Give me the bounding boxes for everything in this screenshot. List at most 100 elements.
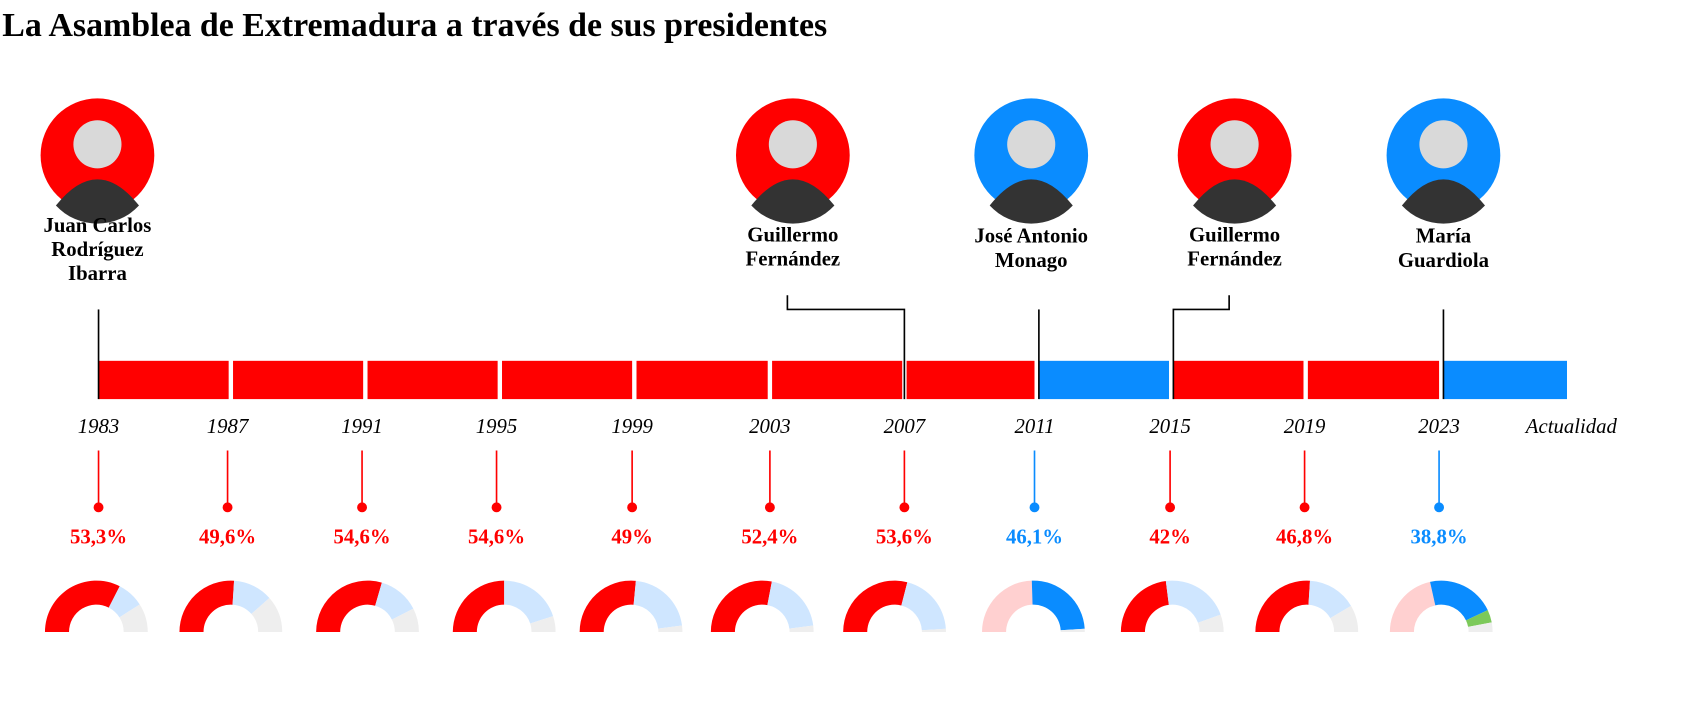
result-label: 54,6% [468, 525, 525, 548]
result-dot [93, 502, 104, 513]
term-bar [906, 360, 1035, 400]
seat-arc [452, 580, 505, 632]
result-label: 38,8% [1411, 525, 1468, 548]
seat-arc [1255, 580, 1310, 632]
result-label: 52,4% [741, 525, 798, 548]
seat-arc [232, 580, 270, 614]
seat-arc [391, 608, 419, 632]
seat-arc [710, 580, 772, 632]
portrait-head [1007, 120, 1056, 169]
seat-arc [767, 581, 814, 629]
portrait-body [1401, 179, 1485, 224]
term-bar [1173, 360, 1304, 400]
year-label: 2019 [1284, 415, 1326, 438]
result-dot [1165, 502, 1176, 513]
president-name: Juan Carlos [44, 214, 152, 237]
seat-arc [1197, 614, 1224, 632]
seat-arc [251, 598, 283, 632]
portrait-body [55, 179, 139, 224]
seat-arc [789, 625, 814, 632]
seat-arc [579, 580, 636, 632]
title: La Asamblea de Extremadura a través de s… [2, 7, 827, 44]
year-label: 1999 [611, 415, 653, 438]
president-name: Monago [995, 249, 1068, 272]
seat-arc [1165, 580, 1221, 623]
term-bar [233, 360, 364, 400]
seat-arc [44, 580, 120, 632]
seat-arc [530, 616, 556, 632]
result-label: 49% [611, 525, 653, 548]
term-bar [636, 360, 768, 400]
seat-arc [375, 582, 414, 620]
year-label: 2015 [1149, 415, 1191, 438]
portrait-head [768, 120, 817, 169]
year-label: 2003 [749, 415, 791, 438]
president-name: Fernández [746, 248, 841, 271]
term-bar [1307, 360, 1440, 400]
result-dot [491, 502, 502, 513]
result-label: 49,6% [199, 525, 256, 548]
seat-arc [658, 625, 683, 632]
year-label: Actualidad [1524, 415, 1618, 438]
result-dot [764, 502, 775, 513]
president-name: Guardiola [1398, 249, 1490, 272]
seat-arc [1330, 605, 1359, 632]
seat-arc [1120, 581, 1169, 632]
seat-arc [1031, 580, 1085, 631]
seat-arc [119, 604, 148, 632]
result-label: 46,1% [1006, 525, 1063, 548]
portrait-head [1419, 120, 1468, 169]
year-label: 1987 [207, 415, 250, 438]
result-label: 46,8% [1276, 525, 1333, 548]
seat-arc [921, 628, 946, 632]
portrait-body [751, 179, 835, 224]
seat-arc [1060, 628, 1085, 632]
term-bar [1443, 360, 1567, 400]
president-name: Guillermo [1189, 224, 1280, 247]
seat-arc [633, 580, 683, 629]
seat-arc [108, 586, 140, 618]
year-label: 1991 [341, 415, 383, 438]
seat-arc [1430, 580, 1488, 621]
result-label: 54,6% [334, 525, 391, 548]
seat-arc [504, 580, 554, 624]
term-bar [772, 360, 903, 400]
seat-arc [316, 580, 382, 632]
year-label: 2023 [1418, 415, 1460, 438]
seat-arc [179, 580, 235, 632]
seat-arc [1468, 622, 1493, 632]
term-bar [502, 360, 633, 400]
result-dot [627, 502, 638, 513]
portrait-body [1193, 179, 1277, 224]
result-label: 53,3% [70, 525, 127, 548]
seat-arc [1308, 580, 1352, 619]
president-name: Guillermo [747, 224, 838, 247]
president-name: José Antonio [974, 225, 1088, 248]
president-name: Ibarra [68, 262, 127, 285]
year-label: 1983 [78, 415, 120, 438]
seat-arc [982, 580, 1033, 632]
portrait-body [989, 179, 1073, 224]
result-dot [222, 502, 233, 513]
connector [1172, 295, 1230, 400]
seat-arc [901, 582, 946, 631]
president-name: Rodríguez [51, 238, 143, 261]
seat-arc [1465, 610, 1492, 627]
result-dot [1299, 502, 1310, 513]
term-bar [1038, 360, 1169, 400]
portrait-head [73, 120, 122, 169]
result-dot [1434, 502, 1444, 513]
seat-arc [843, 580, 908, 632]
seat-arc [1389, 581, 1436, 632]
year-label: 1995 [476, 415, 518, 438]
connector [786, 295, 906, 400]
result-label: 53,6% [876, 525, 933, 548]
portrait-head [1210, 120, 1259, 169]
year-label: 2011 [1015, 415, 1055, 438]
result-label: 42% [1149, 525, 1191, 548]
result-dot [357, 502, 367, 513]
president-name: María [1416, 225, 1472, 248]
president-name: Fernández [1187, 248, 1282, 271]
result-dot [899, 502, 910, 513]
